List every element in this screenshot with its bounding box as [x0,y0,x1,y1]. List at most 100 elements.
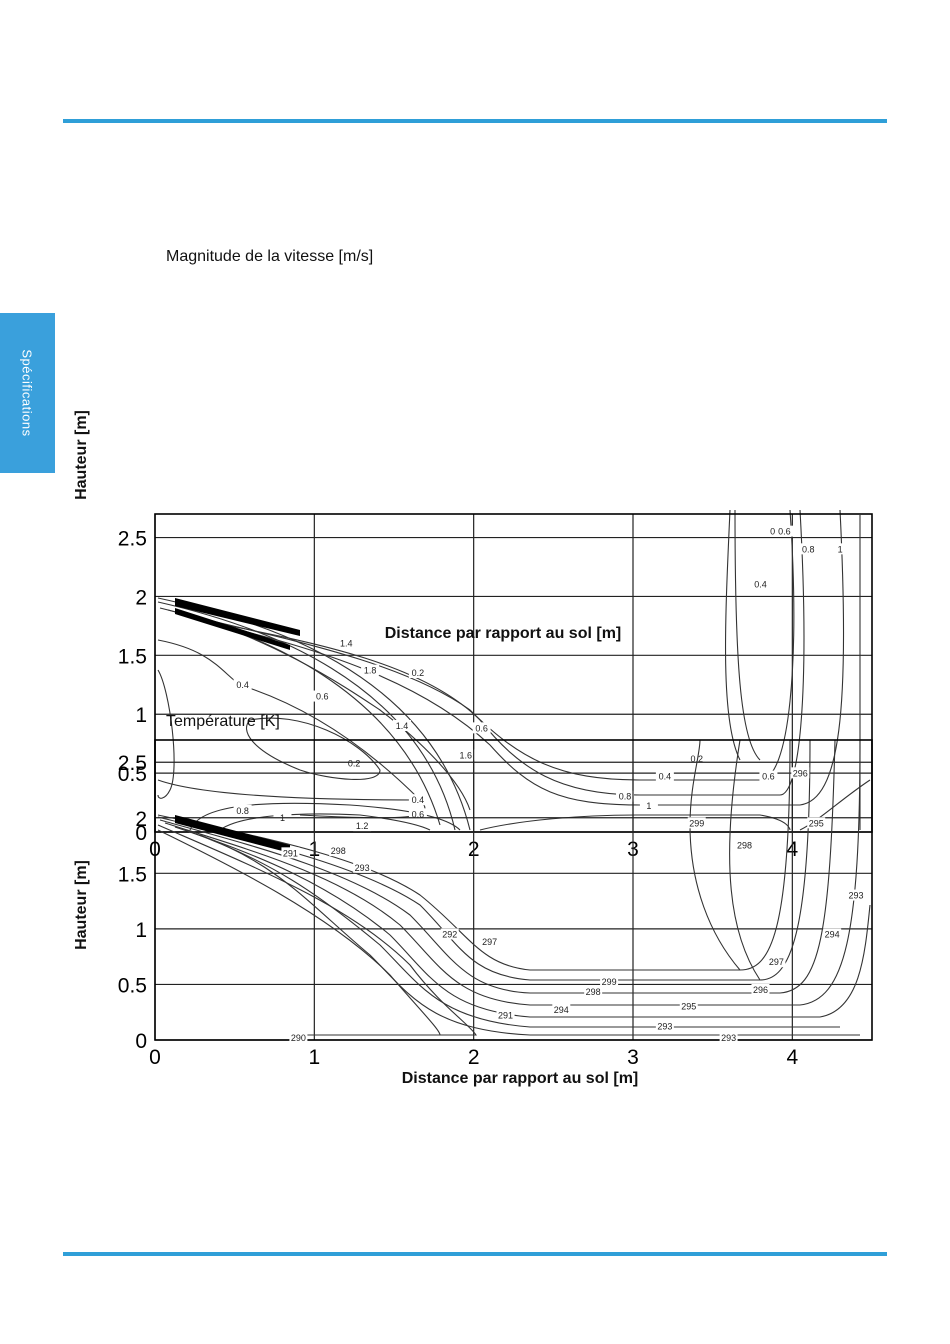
contour-label-bg [679,1000,698,1012]
contour-label-bg [313,690,332,702]
contour-label-bg [751,984,770,995]
contour-label: 1 [646,801,651,811]
contour-label-bg [751,578,770,590]
contour-label: 0.8 [236,806,249,816]
contour-label-bg [408,794,427,806]
y-tick-label: 2 [135,586,147,609]
contour-label: 299 [689,818,704,828]
contour-label: 0.6 [762,772,775,782]
contour-line [164,739,861,1006]
chart-title: Magnitude de la vitesse [m/s] [166,248,374,265]
x-axis-label: Distance par rapport au sol [m] [384,625,622,642]
contour-label: 0.2 [412,668,425,678]
contour-label: 298 [737,841,752,851]
y-axis-label: Hauteur [m] [73,860,90,950]
y-tick-label: 2.5 [118,528,147,551]
contour-label-bg [600,976,619,988]
contour-line [729,739,761,981]
contour-label-bg [353,820,372,832]
jet-core-band [175,815,290,853]
contour-label: 291 [283,848,298,858]
contour-label: 1.4 [396,721,409,731]
contour-label-bg [807,817,826,829]
contour-label: 0.6 [778,527,791,537]
contour-label: 0.6 [475,723,488,733]
contour-label-bg [281,847,300,859]
contour-labels: 291 2982932922972912992982942932952962972… [281,767,866,1043]
x-tick-label: 3 [627,1046,639,1069]
contour-label-bg [353,861,372,873]
contour-label: 297 [769,957,784,967]
contour-label-bg [456,749,475,761]
contour-label-bg [496,1009,515,1021]
contour-label: 296 [753,985,768,995]
contour-label-bg [329,845,348,857]
contour-label-bg [799,543,818,555]
contour-label-bg [687,752,706,764]
contour-label-bg [408,667,427,678]
contour-label-bg [337,637,356,649]
y-tick-label: 1.5 [118,645,147,668]
y-tick-label: 0 [135,1030,147,1053]
y-tick-label: 1.5 [118,863,147,886]
contour-label-bg [552,1004,571,1015]
velocity-figure: Magnitude de la vitesse [m/s] [0,240,950,861]
contour-label-bg [233,804,252,816]
contour-label: 298 [331,846,346,856]
contour-label: 297 [482,937,497,947]
chart-title: Température [K] [166,713,280,730]
contour-label: 1.8 [364,666,377,676]
contour-line [157,829,441,1036]
contour-line [174,509,795,781]
contour-label: 294 [554,1005,569,1015]
y-tick-label: 0.5 [118,763,147,786]
contour-label-bg [440,928,459,940]
side-tab: Spécifications [0,313,55,473]
bottom-rule [63,1252,887,1256]
contour-line [157,639,426,819]
contour-line [219,509,845,806]
contour-label: 295 [681,1002,696,1012]
temperature-contour-plot: 0 1 2 3 400.511.522.5 291 2982932922972912992… [118,739,873,1069]
contour-label-bg [408,808,427,820]
y-tick-label: 1 [135,704,147,727]
plot-frame [154,739,873,1041]
contour-label: 294 [825,929,840,939]
contour-label: 299 [602,977,617,987]
contour-line [174,826,871,1018]
contour-label: 296 [793,768,808,778]
contour-label: 295 [809,818,824,828]
contour-line [799,779,871,831]
x-tick-label: 4 [786,1046,798,1069]
jet-core [175,815,290,853]
contour-lines [157,509,871,831]
top-rule [63,119,887,123]
contour-label-bg [847,889,866,901]
y-tick-label: 1 [135,919,147,942]
contour-label: 1.4 [340,639,353,649]
contour-label: 290 [291,1033,306,1043]
x-tick-label: 0 [149,1046,161,1069]
contour-label-bg [767,956,786,968]
contour-label-bg [831,543,850,555]
plot-frame [154,513,873,833]
contour-line [157,601,456,831]
contour-label-bg [345,757,364,769]
contour-label: 1.2 [356,821,369,831]
contour-label-bg [616,790,635,802]
contour-label: 0.2 [348,759,361,769]
contour-label-bg [472,722,491,734]
contour-label: 293 [657,1022,672,1032]
contour-label-bg [655,770,674,782]
contour-label: 0.6 [316,692,329,702]
contour-label: 293 [849,891,864,901]
contour-label-bg [655,1020,674,1032]
contour-label-bg [392,720,411,731]
y-tick-label: 2 [135,808,147,831]
contour-label-bg [775,525,794,537]
contour-line [734,509,761,761]
contour-line [184,829,840,1028]
y-tick-label: 2.5 [118,752,147,775]
jet-core [175,598,300,650]
contour-label-bg [735,839,754,851]
